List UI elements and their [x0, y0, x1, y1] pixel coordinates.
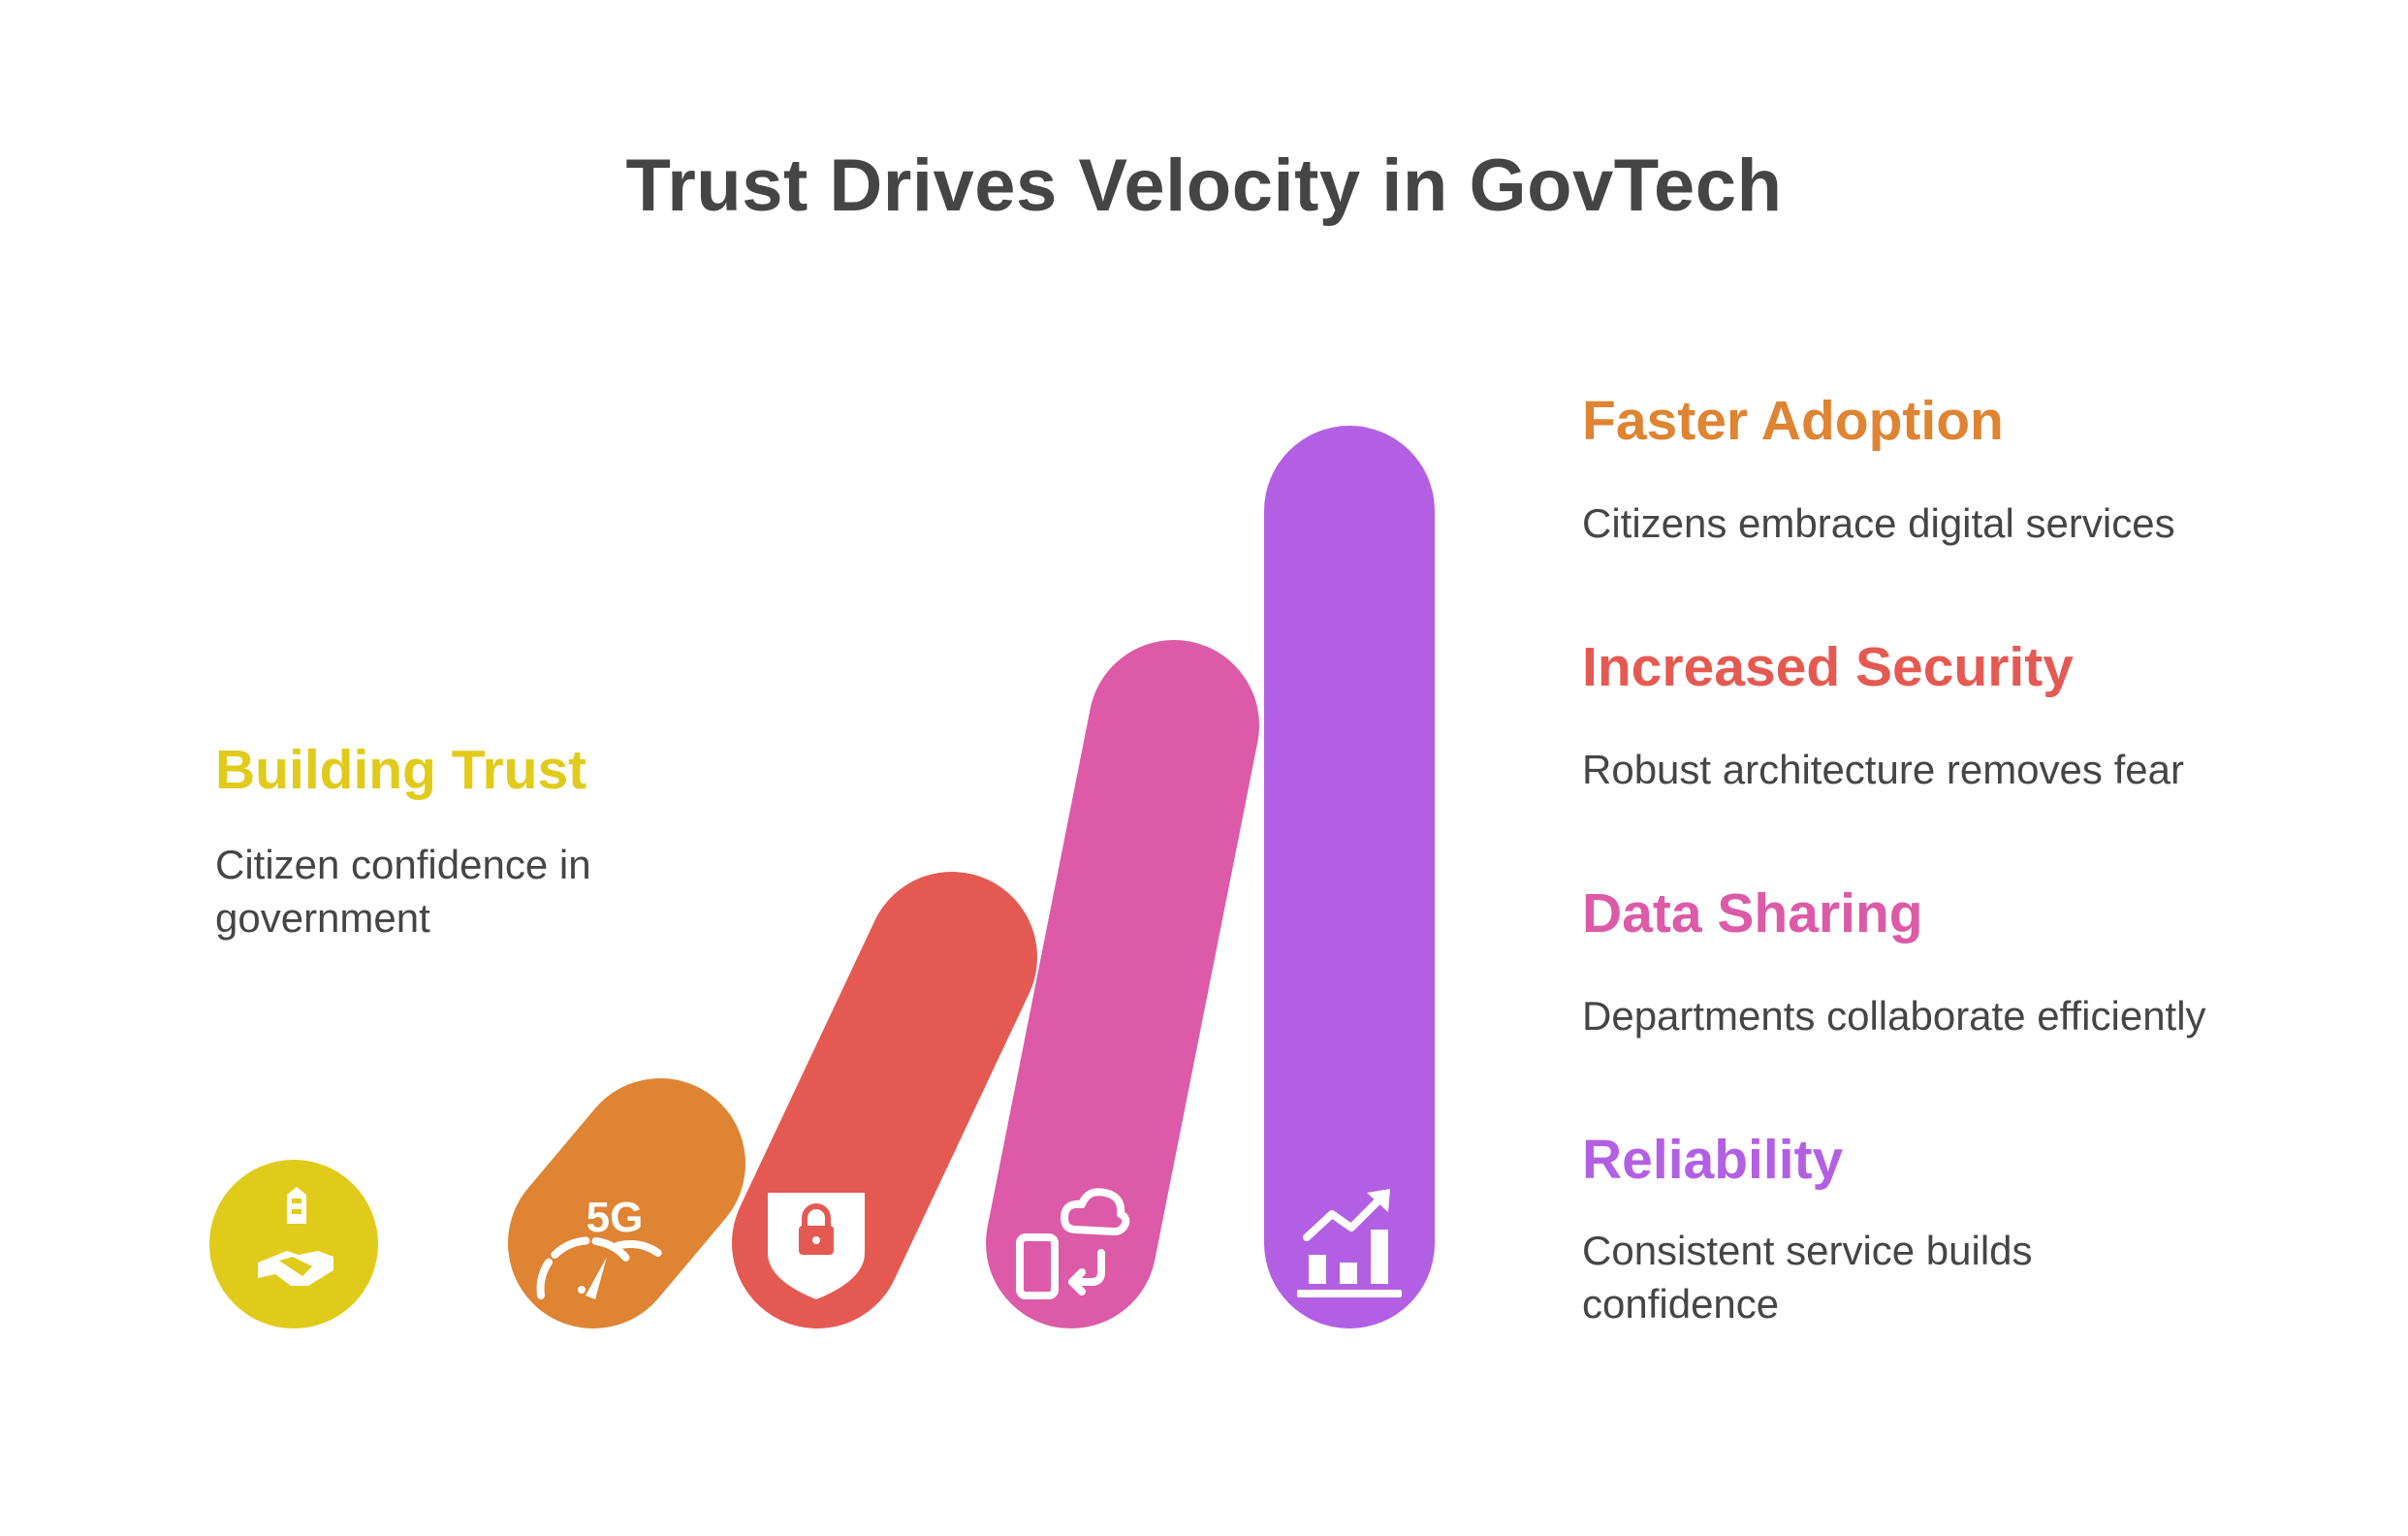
building-trust-label: Building Trust [215, 739, 587, 801]
shield-lock-icon [768, 1193, 865, 1299]
building-trust-description: Citizen confidence in government [215, 842, 591, 942]
increased-security-description: Robust architecture removes fear [1582, 747, 2184, 792]
reliability-label: Reliability [1582, 1129, 1844, 1191]
data-sharing-description: Departments collaborate efficiently [1582, 993, 2206, 1039]
device-cloud-sync-icon [1016, 1188, 1130, 1299]
building-trust-circle [209, 1160, 378, 1328]
page-title: Trust Drives Velocity in GovTech [625, 144, 1783, 227]
increased-security-label: Increased Security [1582, 636, 2074, 698]
growth-chart-icon [1297, 1189, 1402, 1297]
reliability-description: Consistent service builds confidence [1582, 1228, 2033, 1328]
reliability-bar [508, 1078, 745, 1328]
speedometer-5g-icon: 5G [536, 1194, 683, 1299]
speedometer-5g-label: 5G [586, 1194, 644, 1241]
increased-security-bar [986, 640, 1259, 1328]
faster-adoption-label: Faster Adoption [1582, 390, 2004, 452]
data-sharing-label: Data Sharing [1582, 882, 1923, 944]
handshake-building-icon [258, 1187, 333, 1286]
faster-adoption-description: Citizens embrace digital services [1582, 500, 2175, 546]
